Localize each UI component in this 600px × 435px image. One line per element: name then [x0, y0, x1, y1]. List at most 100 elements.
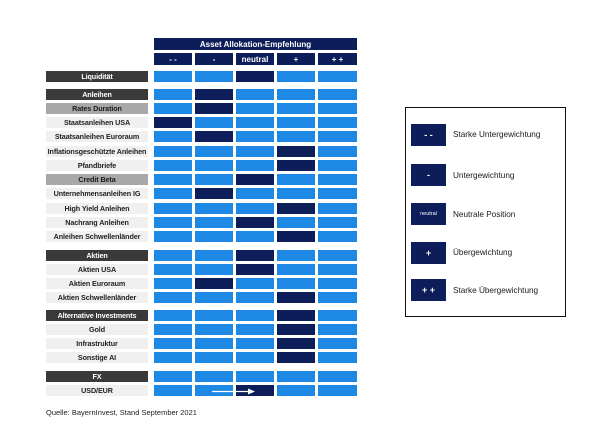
allocation-cell: [236, 203, 274, 214]
source-note: Quelle: BayernInvest, Stand September 20…: [46, 408, 197, 417]
allocation-cell: [195, 385, 233, 396]
legend-text-over: Übergewichtung: [453, 248, 513, 257]
legend-symbol-strong-under: - -: [411, 124, 446, 146]
allocation-cell: [154, 89, 192, 100]
allocation-cell: [277, 103, 315, 114]
allocation-cell: [318, 188, 357, 199]
allocation-cell: [154, 71, 192, 82]
allocation-cell: [154, 338, 192, 349]
allocation-cell: [154, 324, 192, 335]
allocation-cell: [277, 264, 315, 275]
column-header-strong-over: + +: [318, 53, 357, 65]
allocation-cell-selected: [277, 292, 315, 303]
allocation-cell: [195, 231, 233, 242]
allocation-cell: [318, 203, 357, 214]
legend-text-strong-over: Starke Übergewichtung: [453, 286, 539, 295]
allocation-cell-selected: [236, 71, 274, 82]
allocation-cell: [277, 217, 315, 228]
allocation-cell: [236, 160, 274, 171]
allocation-cell: [154, 188, 192, 199]
allocation-cell: [236, 131, 274, 142]
row-label: Aktien USA: [46, 264, 148, 275]
allocation-cell: [277, 250, 315, 261]
allocation-cell: [195, 310, 233, 321]
allocation-cell: [195, 71, 233, 82]
allocation-cell-selected: [236, 250, 274, 261]
row-label: Rates Duration: [46, 103, 148, 114]
allocation-cell: [195, 217, 233, 228]
allocation-cell: [154, 103, 192, 114]
allocation-cell: [195, 203, 233, 214]
row-label: Nachrang Anleihen: [46, 217, 148, 228]
allocation-cell-selected: [236, 217, 274, 228]
allocation-cell-selected: [195, 103, 233, 114]
allocation-cell: [277, 278, 315, 289]
allocation-cell: [318, 385, 357, 396]
legend-symbol-under: -: [411, 164, 446, 186]
column-header-neutral: neutral: [236, 53, 274, 65]
allocation-cell: [236, 371, 274, 382]
row-label: Pfandbriefe: [46, 160, 148, 171]
allocation-cell-selected: [236, 385, 274, 396]
allocation-cell-selected: [277, 160, 315, 171]
allocation-cell: [318, 338, 357, 349]
allocation-cell: [154, 292, 192, 303]
allocation-cell: [318, 146, 357, 157]
allocation-cell-selected: [277, 203, 315, 214]
allocation-cell: [195, 174, 233, 185]
allocation-cell: [318, 217, 357, 228]
allocation-cell-selected: [277, 310, 315, 321]
allocation-cell: [318, 310, 357, 321]
allocation-cell: [318, 89, 357, 100]
allocation-cell: [154, 250, 192, 261]
row-label: Alternative Investments: [46, 310, 148, 321]
allocation-cell: [154, 385, 192, 396]
allocation-cell: [195, 371, 233, 382]
allocation-cell: [236, 188, 274, 199]
allocation-cell: [236, 117, 274, 128]
allocation-cell: [277, 371, 315, 382]
allocation-cell: [236, 103, 274, 114]
allocation-cell-selected: [195, 131, 233, 142]
allocation-cell: [318, 160, 357, 171]
allocation-cell: [195, 324, 233, 335]
allocation-cell: [318, 278, 357, 289]
allocation-cell: [154, 160, 192, 171]
allocation-cell: [236, 324, 274, 335]
allocation-cell: [154, 278, 192, 289]
allocation-cell-selected: [154, 117, 192, 128]
allocation-cell-selected: [277, 338, 315, 349]
allocation-cell: [277, 174, 315, 185]
row-label: Aktien Schwellenländer: [46, 292, 148, 303]
allocation-cell-selected: [195, 188, 233, 199]
allocation-cell: [318, 352, 357, 363]
allocation-cell: [236, 89, 274, 100]
allocation-cell: [318, 264, 357, 275]
row-label: Anleihen Schwellenländer: [46, 231, 148, 242]
allocation-cell: [195, 117, 233, 128]
row-label: High Yield Anleihen: [46, 203, 148, 214]
legend-text-strong-under: Starke Untergewichtung: [453, 130, 541, 139]
allocation-cell: [277, 131, 315, 142]
legend-symbol-over: +: [411, 242, 446, 264]
allocation-cell: [154, 131, 192, 142]
allocation-cell-selected: [277, 146, 315, 157]
arrow-icon: [212, 388, 255, 395]
allocation-cell: [318, 174, 357, 185]
allocation-cell: [195, 160, 233, 171]
row-label: Aktien Euroraum: [46, 278, 148, 289]
allocation-cell: [236, 352, 274, 363]
allocation-cell: [318, 103, 357, 114]
allocation-cell: [195, 352, 233, 363]
allocation-cell: [195, 250, 233, 261]
column-header-over: +: [277, 53, 315, 65]
allocation-cell: [236, 292, 274, 303]
row-label: Sonstige AI: [46, 352, 148, 363]
row-label: Staatsanleihen USA: [46, 117, 148, 128]
allocation-cell: [318, 292, 357, 303]
allocation-cell: [236, 278, 274, 289]
allocation-cell: [154, 203, 192, 214]
allocation-cell: [277, 117, 315, 128]
row-label: FX: [46, 371, 148, 382]
row-label: Credit Beta: [46, 174, 148, 185]
